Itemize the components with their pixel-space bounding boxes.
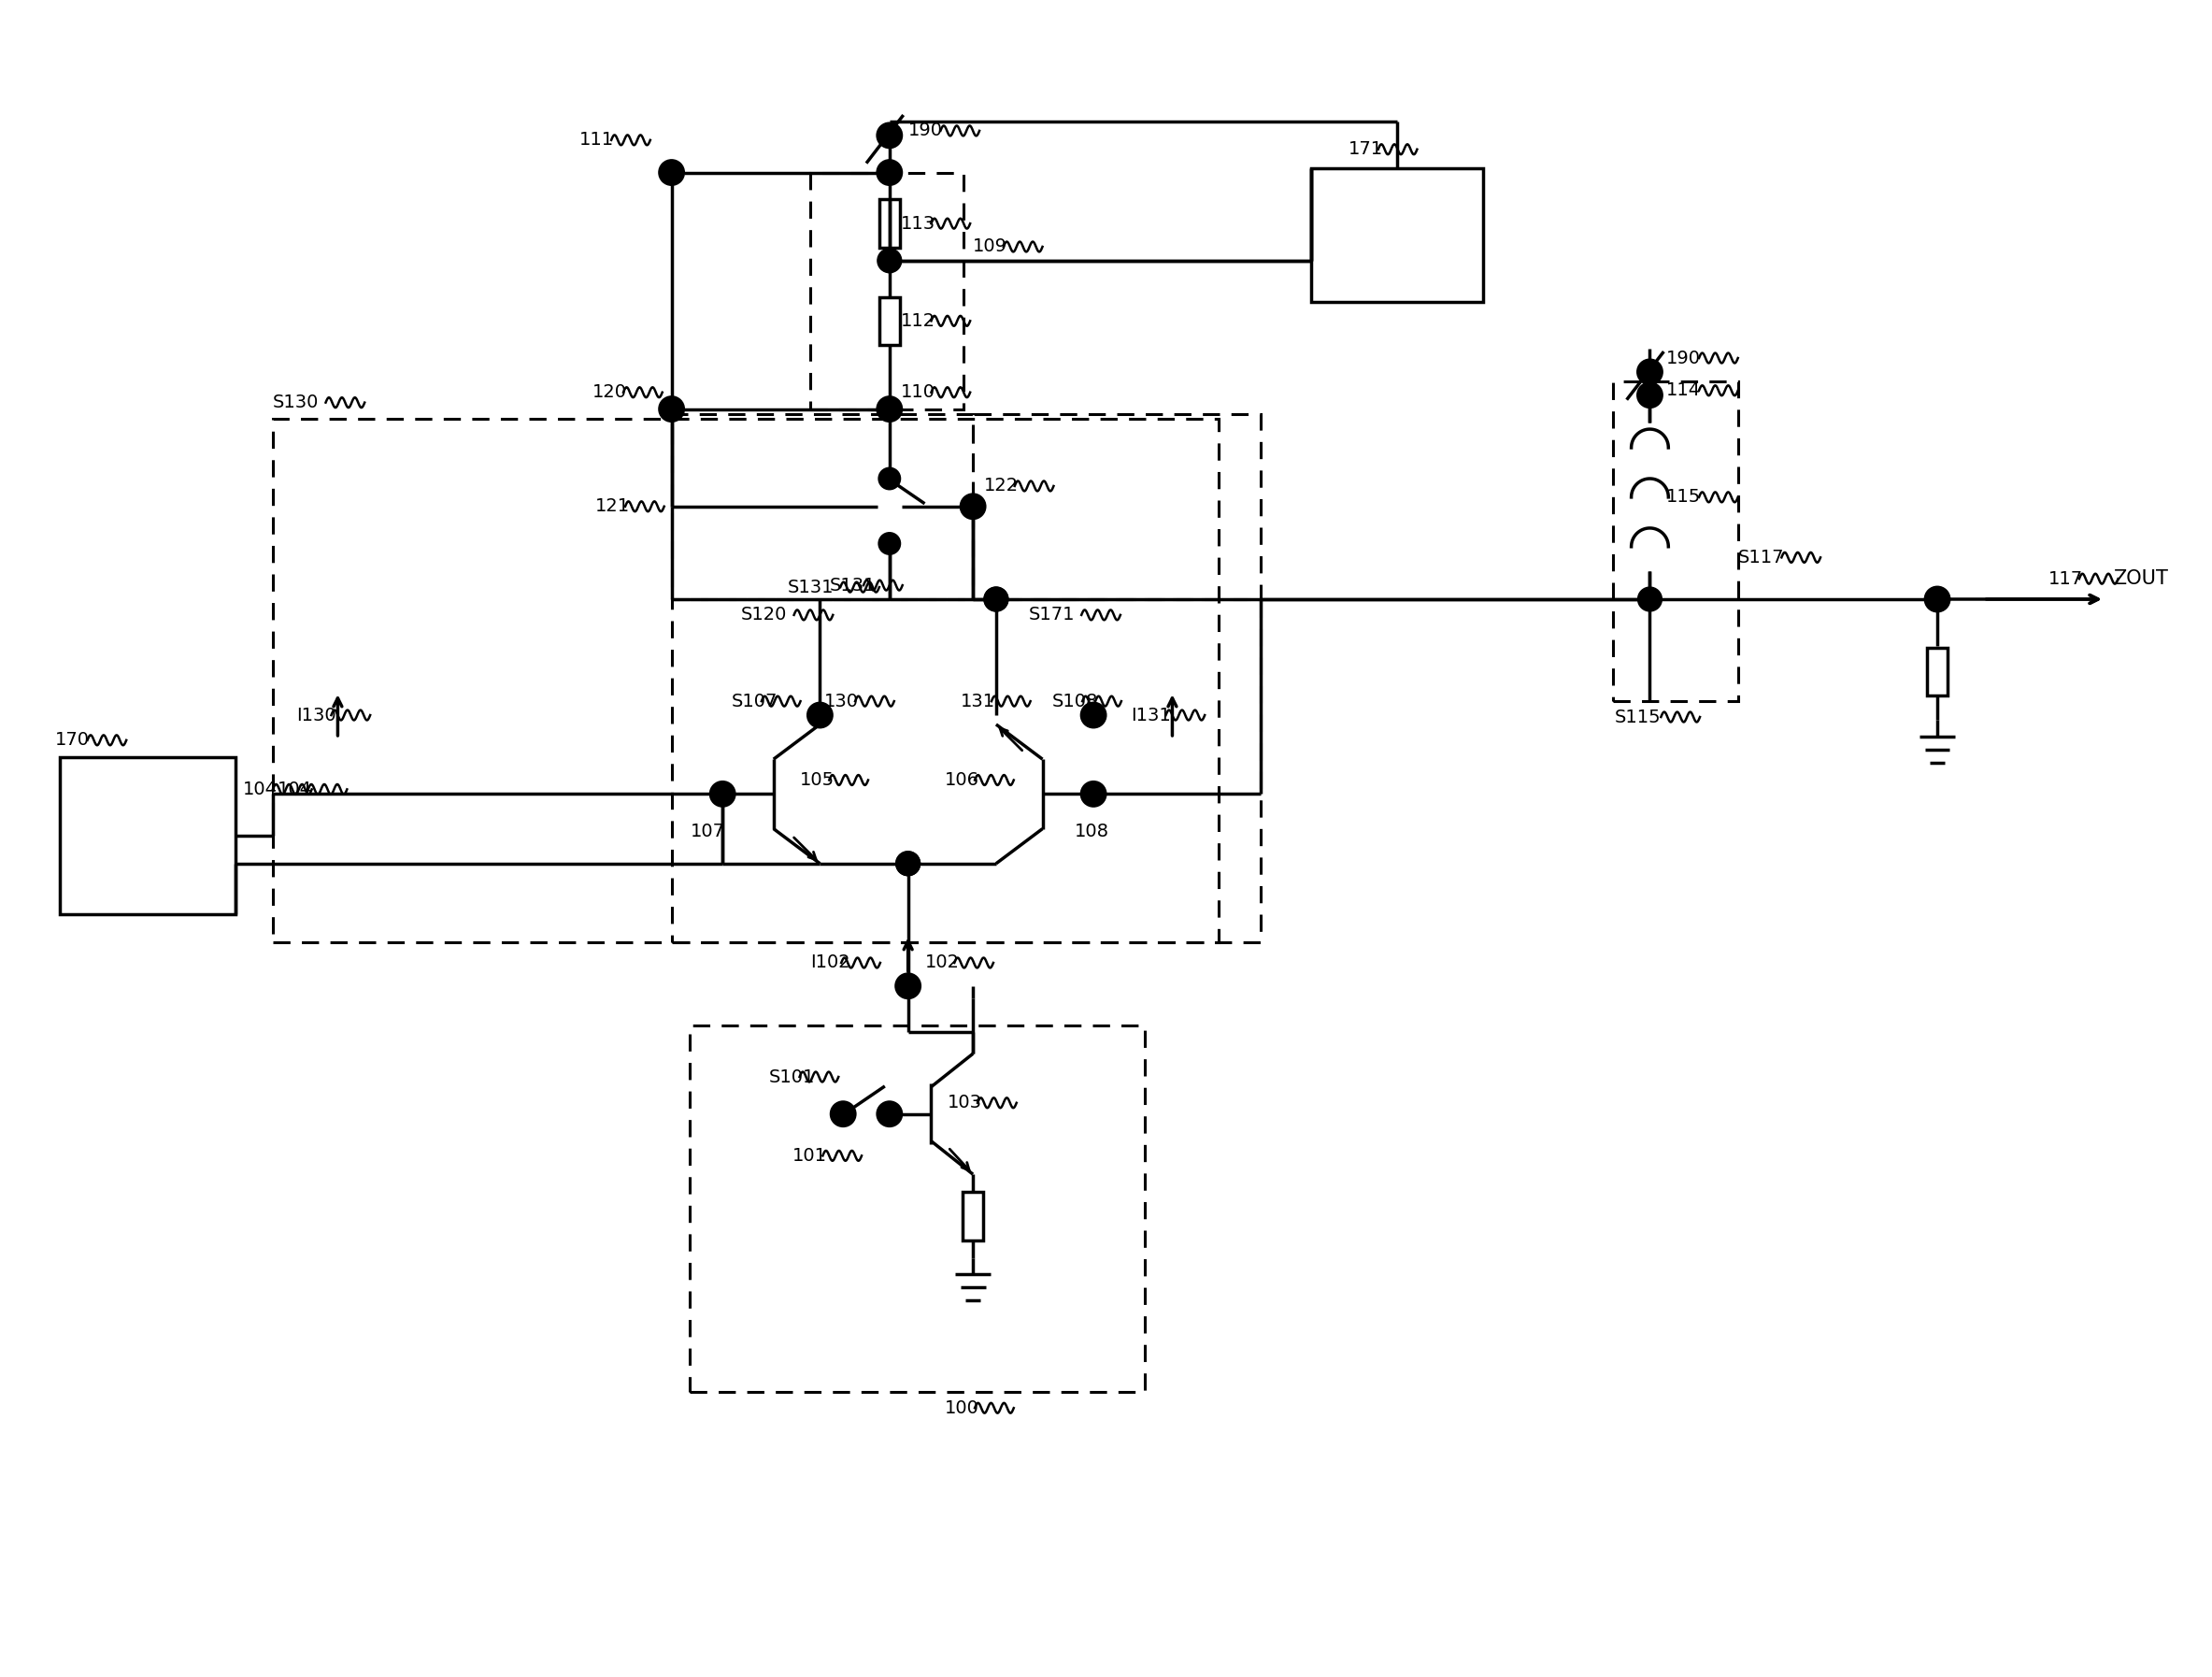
Circle shape bbox=[878, 1102, 902, 1125]
Circle shape bbox=[1637, 587, 1661, 610]
Circle shape bbox=[1637, 361, 1661, 384]
Text: 108: 108 bbox=[1075, 822, 1110, 840]
Circle shape bbox=[880, 468, 900, 488]
Text: I130: I130 bbox=[296, 706, 336, 724]
Circle shape bbox=[1082, 781, 1106, 807]
Circle shape bbox=[878, 161, 902, 184]
Text: 190: 190 bbox=[907, 122, 942, 139]
Bar bbox=[1312, 168, 1482, 302]
Bar bbox=[810, 173, 964, 409]
Text: S117: S117 bbox=[1739, 548, 1785, 567]
Bar bbox=[962, 1192, 982, 1239]
Text: 102: 102 bbox=[925, 954, 960, 971]
Text: 104: 104 bbox=[276, 780, 312, 798]
Text: I131: I131 bbox=[1130, 706, 1170, 724]
Bar bbox=[672, 414, 973, 599]
Circle shape bbox=[1924, 587, 1949, 610]
Bar bbox=[690, 1026, 1144, 1392]
Circle shape bbox=[878, 248, 902, 273]
Text: 111: 111 bbox=[580, 131, 613, 149]
Text: I102: I102 bbox=[810, 954, 849, 971]
Circle shape bbox=[1637, 382, 1661, 408]
Circle shape bbox=[807, 703, 832, 728]
Text: 122: 122 bbox=[984, 478, 1020, 495]
Text: S130: S130 bbox=[272, 394, 319, 411]
Bar bbox=[880, 297, 900, 345]
Text: 113: 113 bbox=[900, 215, 936, 233]
Text: 101: 101 bbox=[792, 1147, 827, 1164]
Circle shape bbox=[984, 587, 1009, 610]
Text: S131: S131 bbox=[830, 577, 876, 594]
Text: S107: S107 bbox=[732, 693, 779, 709]
Circle shape bbox=[984, 587, 1009, 610]
Bar bbox=[272, 418, 1219, 942]
Circle shape bbox=[896, 852, 920, 875]
Text: ZOUT: ZOUT bbox=[2112, 570, 2168, 589]
Circle shape bbox=[659, 161, 684, 184]
Text: 171: 171 bbox=[1349, 141, 1382, 158]
Text: 121: 121 bbox=[595, 498, 630, 515]
Text: 131: 131 bbox=[960, 693, 995, 709]
Circle shape bbox=[960, 495, 984, 518]
Text: 120: 120 bbox=[593, 384, 628, 401]
Text: 110: 110 bbox=[900, 384, 936, 401]
Text: S101: S101 bbox=[770, 1068, 814, 1085]
Bar bbox=[672, 599, 1261, 942]
Text: 104: 104 bbox=[243, 780, 279, 798]
Text: 105: 105 bbox=[799, 771, 834, 788]
Text: S115: S115 bbox=[1615, 708, 1661, 726]
Circle shape bbox=[880, 533, 900, 553]
Bar bbox=[973, 414, 1261, 599]
Text: 190: 190 bbox=[1666, 349, 1701, 367]
Text: S120: S120 bbox=[741, 605, 787, 624]
Text: S131: S131 bbox=[787, 579, 834, 595]
Text: 117: 117 bbox=[2048, 570, 2084, 587]
Text: 112: 112 bbox=[900, 312, 936, 330]
Text: 109: 109 bbox=[973, 238, 1006, 255]
Bar bbox=[880, 200, 900, 248]
Circle shape bbox=[896, 974, 920, 998]
Bar bbox=[60, 756, 237, 914]
Circle shape bbox=[832, 1102, 856, 1125]
Text: 114: 114 bbox=[1666, 382, 1701, 399]
Circle shape bbox=[659, 397, 684, 421]
Bar bbox=[1927, 647, 1947, 696]
Text: 106: 106 bbox=[945, 771, 980, 788]
Text: 100: 100 bbox=[945, 1399, 980, 1417]
Text: 115: 115 bbox=[1666, 488, 1701, 506]
Bar bbox=[1613, 381, 1739, 701]
Circle shape bbox=[1082, 703, 1106, 728]
Text: S171: S171 bbox=[1029, 605, 1075, 624]
Circle shape bbox=[878, 124, 902, 148]
Circle shape bbox=[878, 397, 902, 421]
Circle shape bbox=[710, 781, 734, 807]
Text: 130: 130 bbox=[825, 693, 858, 709]
Text: 103: 103 bbox=[949, 1093, 982, 1112]
Circle shape bbox=[896, 852, 920, 875]
Text: 107: 107 bbox=[690, 822, 726, 840]
Text: 170: 170 bbox=[55, 731, 88, 750]
Text: S108: S108 bbox=[1051, 693, 1097, 709]
